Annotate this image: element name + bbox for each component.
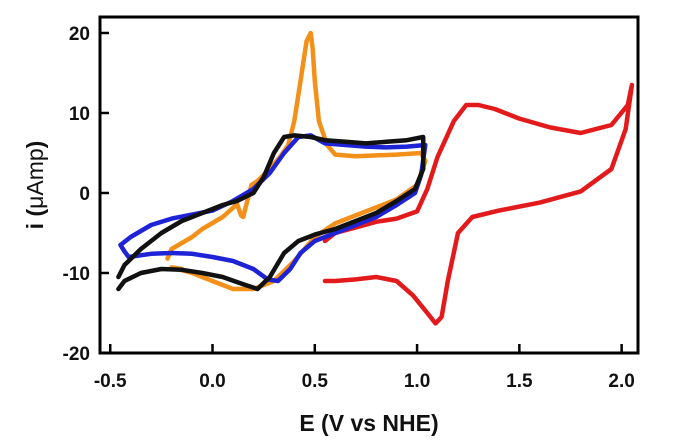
x-tick-label: 1.5 xyxy=(506,371,533,392)
y-axis-title-unit: μAmp xyxy=(22,148,48,209)
x-axis-title: E (V vs NHE) xyxy=(299,410,438,436)
cv-curve-2 xyxy=(165,30,428,292)
y-axis-title: i (μAmp) xyxy=(22,141,48,230)
cv-curve-4 xyxy=(116,133,426,292)
axis-ticks: -0.5 0.0 0.5 1.0 1.5 2.0 -20 -10 0 10 20 xyxy=(63,24,635,392)
x-tick-label: 0.5 xyxy=(302,371,329,392)
x-tick-label: -0.5 xyxy=(94,371,127,392)
y-tick-label: 0 xyxy=(79,184,90,205)
x-tick-label: 2.0 xyxy=(608,371,634,392)
x-tick-label: 0.0 xyxy=(199,371,225,392)
plot-area xyxy=(116,30,635,326)
y-axis-title-close: ) xyxy=(22,141,48,149)
plot-frame xyxy=(98,15,640,355)
y-tick-label: -10 xyxy=(63,264,90,285)
y-axis-title-main: i ( xyxy=(22,209,48,230)
y-tick-label: -20 xyxy=(63,344,90,365)
x-tick-label: 1.0 xyxy=(404,371,430,392)
cv-curve-1 xyxy=(322,82,635,326)
y-tick-label: 10 xyxy=(69,104,90,125)
y-tick-label: 20 xyxy=(69,24,90,45)
